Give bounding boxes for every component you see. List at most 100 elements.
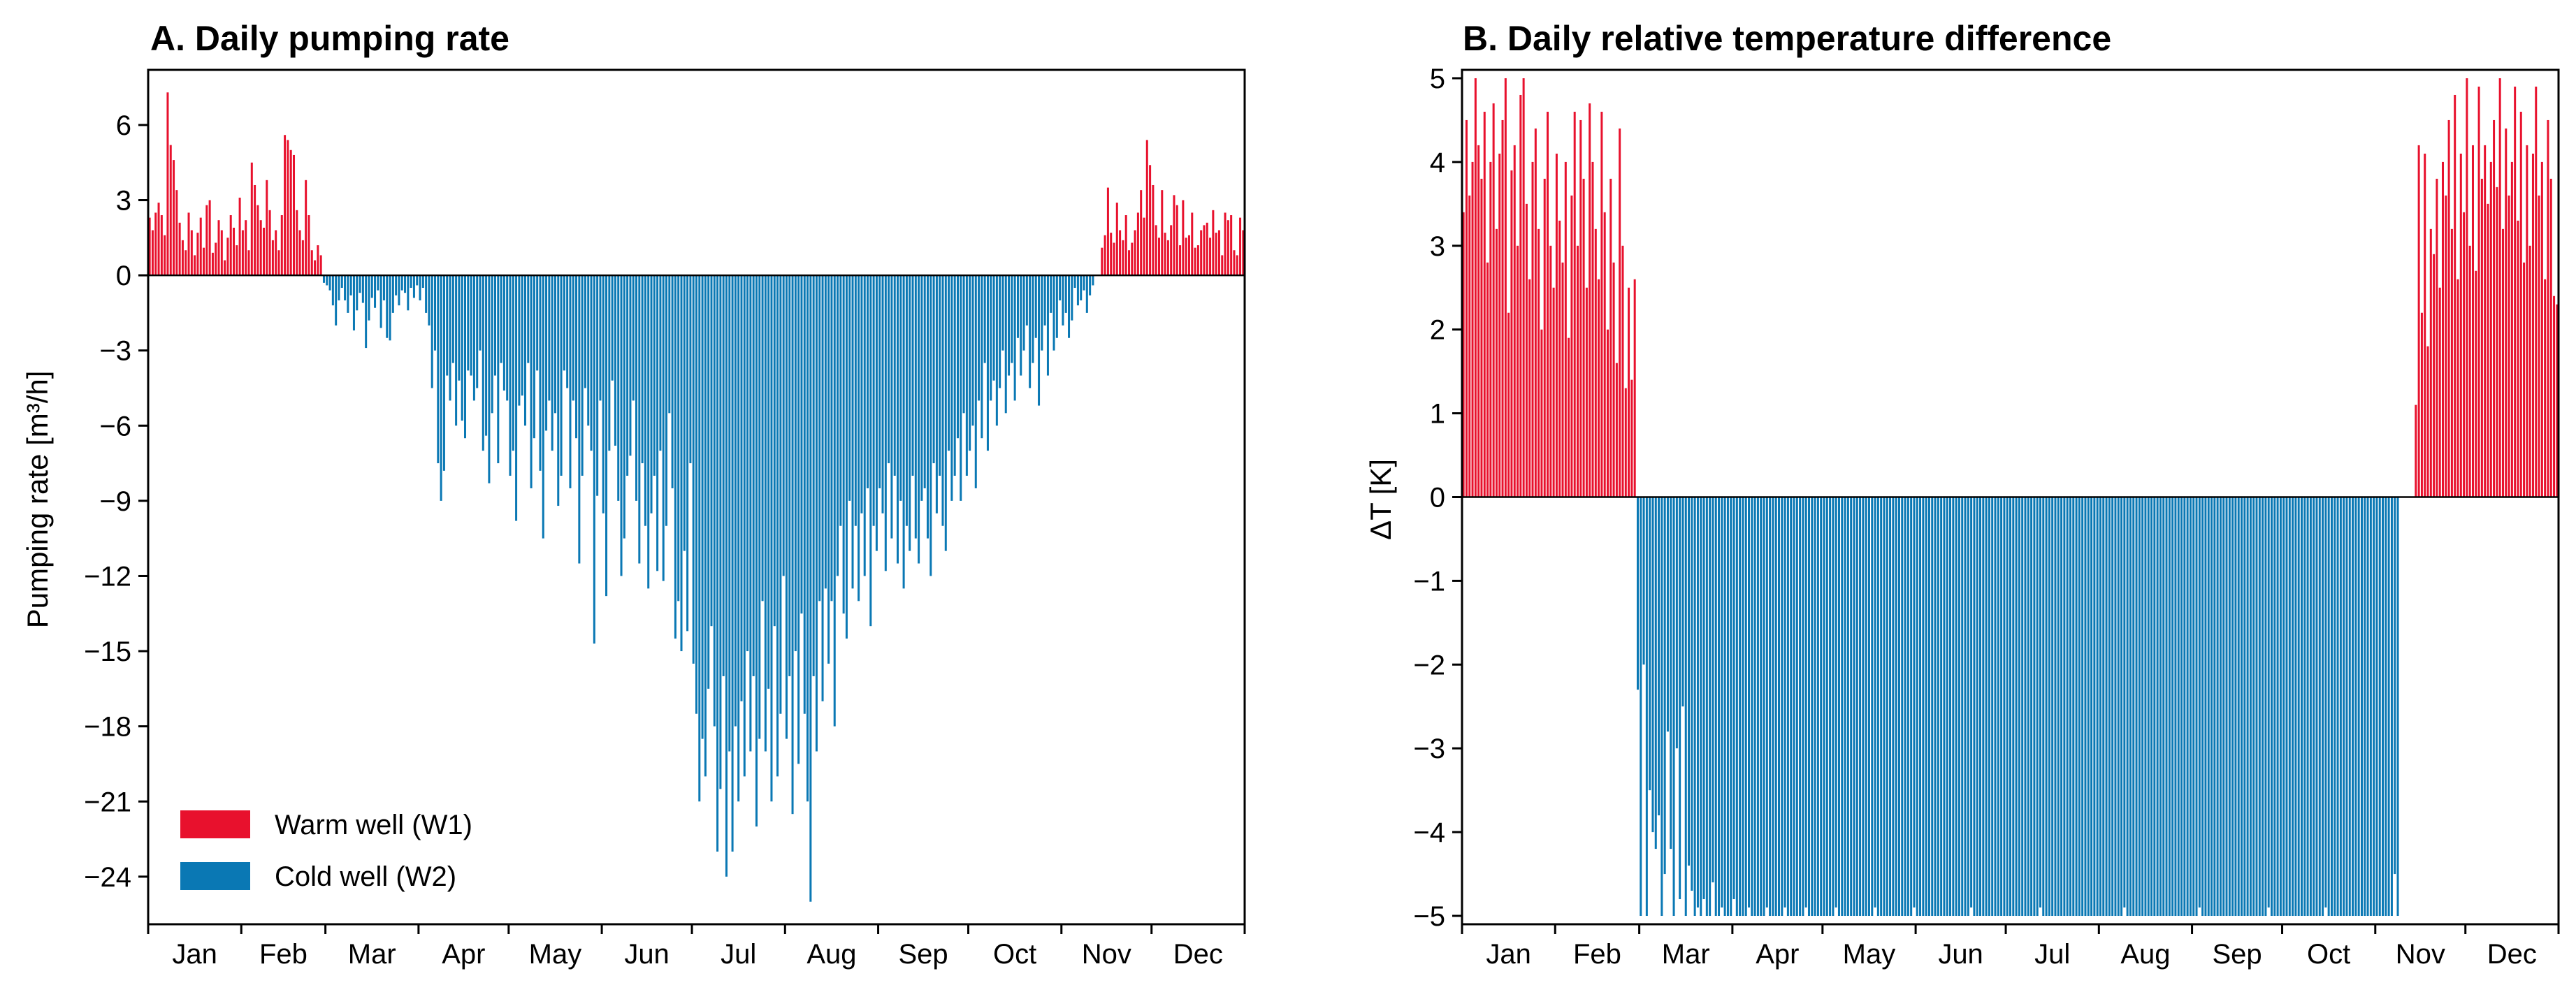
warm-well-bar [178,222,181,276]
warm-well-bar [205,205,208,276]
warm-well-bar [1149,165,1152,276]
cold-well-bar [1739,497,1742,917]
cold-well-bar [1016,275,1019,338]
cold-well-bar [370,275,373,298]
cold-well-bar [2300,497,2303,917]
cold-well-bar [1982,497,1985,917]
cold-well-bar [2042,497,2045,917]
warm-well-bar [1179,245,1182,276]
cold-well-bar [1889,497,1892,917]
warm-well-bar [2519,111,2522,497]
cold-well-bar [2210,497,2213,917]
cold-well-bar [2033,497,2036,917]
warm-well-bar [199,217,202,276]
warm-well-bar [2538,195,2540,497]
warm-well-bar [2523,262,2526,497]
cold-well-bar [404,275,407,293]
cold-well-bar [2060,497,2063,917]
cold-well-bar [2150,497,2153,917]
cold-well-bar [449,275,451,401]
warm-well-bar [1143,217,1145,276]
x-tick-label: Jan [1486,939,1531,970]
panel-a-bars [148,92,1245,902]
cold-well-bar [1083,275,1085,291]
warm-well-bar [1128,250,1131,276]
cold-well-bar [2063,497,2066,917]
x-tick-label: Dec [2487,939,2537,970]
y-tick-label: 1 [1430,399,1445,430]
warm-well-bar [2471,145,2474,497]
warm-well-bar [1621,245,1624,497]
warm-well-bar [2517,220,2519,497]
cold-well-bar [1844,497,1846,917]
cold-well-bar [347,275,349,313]
cold-well-bar [340,275,343,289]
warm-well-bar [196,233,199,276]
warm-well-bar [262,227,265,276]
warm-well-bar [1164,233,1166,276]
y-tick-label: 0 [1430,483,1445,513]
cold-well-bar [2387,497,2390,917]
cold-well-bar [1020,275,1022,376]
cold-well-bar [1702,497,1705,900]
panel-a-yticks: 6 3 0 −3 −6 −9 −12 −15 −18 −21 −24 [84,110,148,893]
warm-well-bar [2547,119,2549,497]
cold-well-bar [2273,497,2276,917]
cold-well-bar [2153,497,2156,917]
cold-well-bar [1988,497,1990,917]
warm-well-bar [1136,212,1139,276]
cold-well-bar [1645,497,1648,917]
cold-well-bar [761,275,764,601]
warm-well-bar [2489,161,2492,497]
cold-well-bar [584,275,586,388]
cold-well-bar [2147,497,2150,917]
y-tick-label: −24 [84,862,131,893]
cold-well-bar [2231,497,2234,917]
cold-well-bar [338,275,340,300]
warm-well-bar [2487,203,2489,497]
warm-well-bar [1131,242,1134,276]
cold-well-bar [803,275,806,714]
cold-well-bar [1790,497,1793,917]
warm-well-bar [160,215,163,276]
cold-well-bar [1025,275,1028,326]
cold-well-bar [948,275,950,451]
cold-well-bar [2099,497,2101,917]
cold-well-bar [944,275,947,551]
y-tick-label: −9 [99,486,131,517]
cold-well-bar [1660,497,1663,917]
x-tick-label: Jul [2034,939,2070,970]
cold-well-bar [379,275,382,328]
cold-well-bar [479,275,482,351]
cold-well-bar [1675,497,1678,749]
cold-well-bar [344,275,347,300]
cold-well-bar [897,275,899,564]
cold-well-bar [2162,497,2165,917]
warm-well-bar [307,215,310,276]
cold-well-bar [1799,497,1802,917]
cold-well-bar [2174,497,2177,917]
x-tick-label: Apr [442,939,485,970]
cold-well-bar [854,275,857,526]
cold-well-bar [2000,497,2003,917]
cold-well-bar [779,275,782,714]
cold-well-bar [509,275,512,476]
cold-well-bar [391,275,394,313]
cold-well-bar [581,275,584,476]
cold-well-bar [788,275,791,676]
cold-well-bar [878,275,881,488]
cold-well-bar [1742,497,1744,917]
cold-well-bar [1946,497,1948,917]
cold-well-bar [518,275,521,406]
cold-well-bar [707,275,710,689]
warm-well-bar [1155,225,1157,276]
warm-well-bar [1483,111,1486,497]
cold-well-bar [428,275,430,326]
cold-well-bar [458,275,461,381]
warm-well-bar [254,184,256,276]
cold-well-bar [869,275,872,627]
warm-well-bar [1203,225,1206,276]
warm-well-bar [1552,287,1555,497]
cold-well-bar [502,275,505,391]
cold-well-bar [1997,497,1999,917]
